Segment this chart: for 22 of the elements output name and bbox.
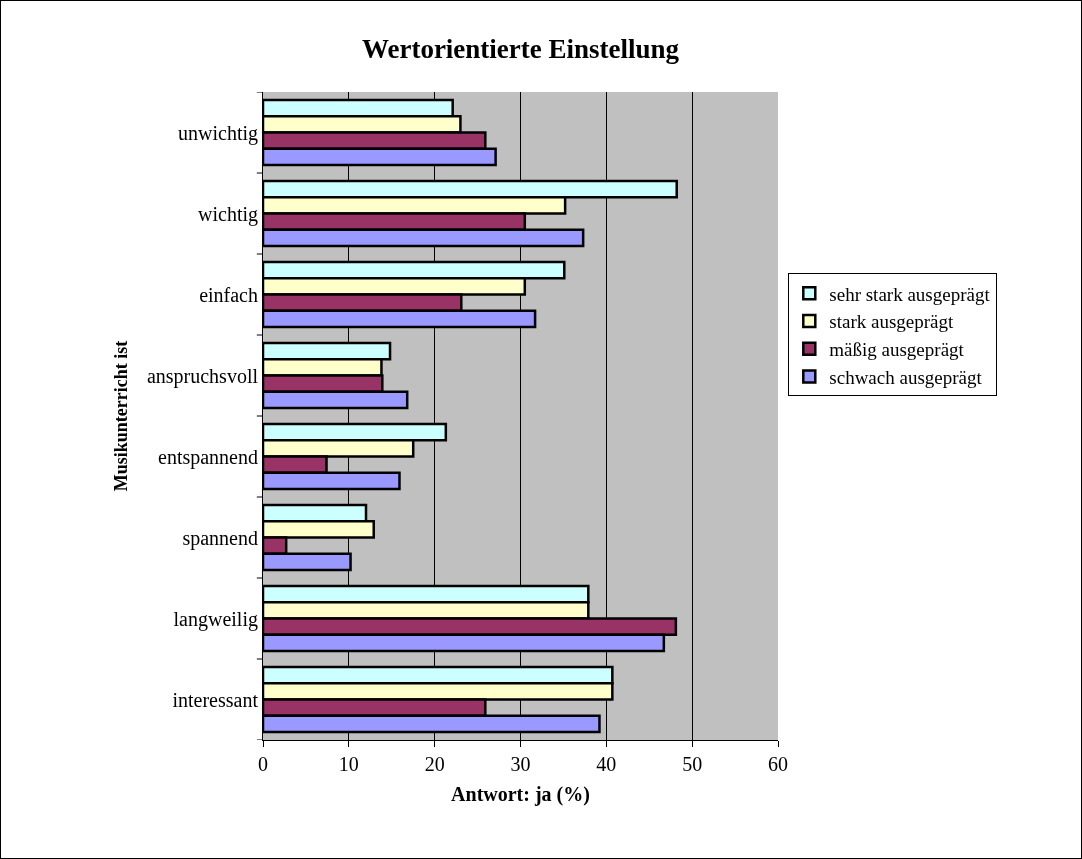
y-tick-label: interessant: [172, 688, 259, 711]
x-tick-label: 50: [682, 753, 703, 775]
x-tick-label: 60: [768, 753, 788, 775]
x-tick-label: 40: [596, 753, 617, 775]
legend-label: schwach ausgeprägt: [829, 366, 983, 388]
y-tick-label: spannend: [182, 526, 258, 550]
legend-label: stark ausgeprägt: [829, 311, 954, 333]
x-axis-title: Antwort: ja (%): [451, 782, 590, 806]
legend-label: sehr stark ausgeprägt: [829, 283, 991, 305]
y-tick-label: entspannend: [158, 445, 258, 469]
x-tick-label: 0: [258, 753, 268, 775]
x-tick-label: 30: [510, 753, 531, 775]
y-tick-label: wichtig: [198, 202, 258, 226]
x-tick-label: 20: [424, 753, 445, 775]
y-tick-label: langweilig: [173, 607, 258, 631]
chart-title: Wertorientierte Einstellung: [361, 34, 680, 65]
x-tick-label: 10: [338, 753, 359, 775]
y-axis-title: Musikunterricht ist: [111, 340, 132, 492]
legend-label: mäßig ausgeprägt: [829, 339, 965, 361]
y-tick-label: einfach: [199, 283, 258, 306]
y-tick-label: anspruchsvoll: [146, 364, 259, 388]
y-tick-label: unwichtig: [178, 121, 258, 145]
